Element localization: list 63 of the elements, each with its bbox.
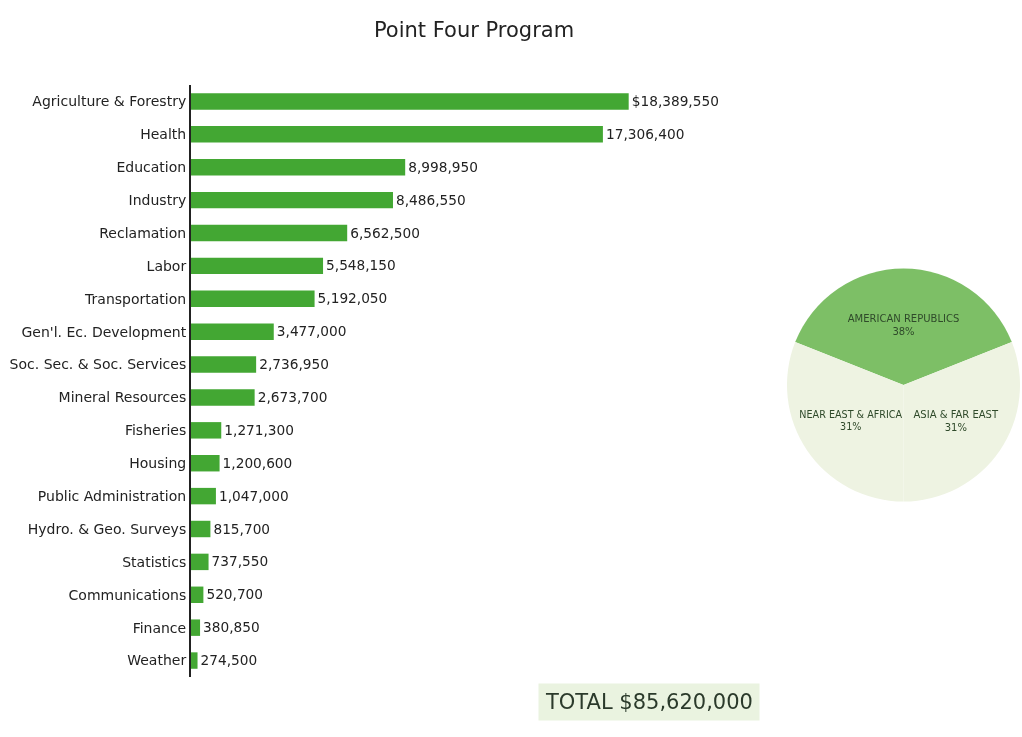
text: TOTAL $85,620,000 (545, 690, 753, 714)
y-tick-label: Weather (127, 652, 187, 669)
y-tick-label: Agriculture & Forestry (32, 93, 187, 110)
y-tick-label: Finance (132, 619, 187, 636)
y-tick-label: Education (116, 159, 187, 176)
bar (191, 619, 201, 636)
y-tick-label: Industry (128, 192, 187, 209)
bar (191, 126, 603, 143)
y-tick-label: Fisheries (124, 422, 187, 439)
data-label: 815,700 (213, 520, 271, 537)
data-label: 6,562,500 (350, 224, 420, 241)
data-label: 38% (892, 326, 915, 338)
y-tick-label: Communications (68, 586, 187, 603)
bar (191, 487, 216, 505)
slice-label: NEAR EAST & AFRICA (799, 408, 903, 420)
bar (191, 520, 211, 538)
y-tick-label: Transportation (84, 290, 187, 307)
data-label: $18,389,550 (631, 93, 719, 110)
chart-title: Point Four Program (373, 17, 575, 42)
bar (191, 191, 393, 209)
y-tick-label: Health (140, 126, 187, 143)
data-label: 31% (840, 421, 862, 433)
bar (191, 422, 222, 439)
bar (191, 356, 257, 373)
y-tick-label: Mineral Resources (58, 389, 187, 406)
y-tick-label: Statistics (122, 553, 187, 570)
data-label: 5,192,050 (317, 290, 388, 307)
data-label: 1,047,000 (218, 487, 289, 504)
slice-label: ASIA & FAR EAST (913, 408, 999, 420)
bar (191, 257, 324, 275)
bar (191, 224, 348, 242)
bar (191, 323, 274, 340)
data-label: 1,200,600 (222, 454, 293, 471)
data-label: 31% (944, 421, 967, 433)
data-label: 2,736,950 (259, 356, 329, 373)
y-tick-label: Soc. Sec. & Soc. Services (9, 356, 187, 373)
bar (191, 652, 198, 669)
data-label: 8,486,550 (396, 191, 466, 208)
data-label: 3,477,000 (276, 323, 347, 340)
data-label: 1,271,300 (224, 421, 294, 438)
slice-label: AMERICAN REPUBLICS (847, 313, 960, 325)
bar (191, 93, 629, 110)
y-tick-label: Reclamation (99, 224, 187, 241)
data-label: 2,673,700 (257, 389, 328, 406)
y-tick-label: Labor (146, 257, 187, 274)
data-label: 8,998,950 (408, 158, 478, 175)
pie-slice (795, 268, 1012, 385)
bar (191, 553, 209, 571)
data-label: 380,850 (203, 619, 260, 636)
data-label: 737,550 (211, 553, 269, 570)
y-tick-label: Hydro. & Geo. Surveys (27, 520, 187, 537)
bar (191, 159, 406, 176)
y-tick-label: Gen'l. Ec. Development (21, 323, 187, 340)
bar (191, 290, 315, 307)
data-label: 17,306,400 (605, 125, 685, 142)
bar (191, 586, 204, 603)
bar (191, 389, 255, 406)
bar (191, 455, 220, 472)
data-label: 274,500 (200, 652, 258, 669)
y-tick-label: Housing (129, 455, 187, 472)
data-label: 5,548,150 (326, 257, 396, 274)
data-label: 520,700 (206, 586, 264, 603)
y-tick-label: Public Administration (37, 488, 187, 505)
